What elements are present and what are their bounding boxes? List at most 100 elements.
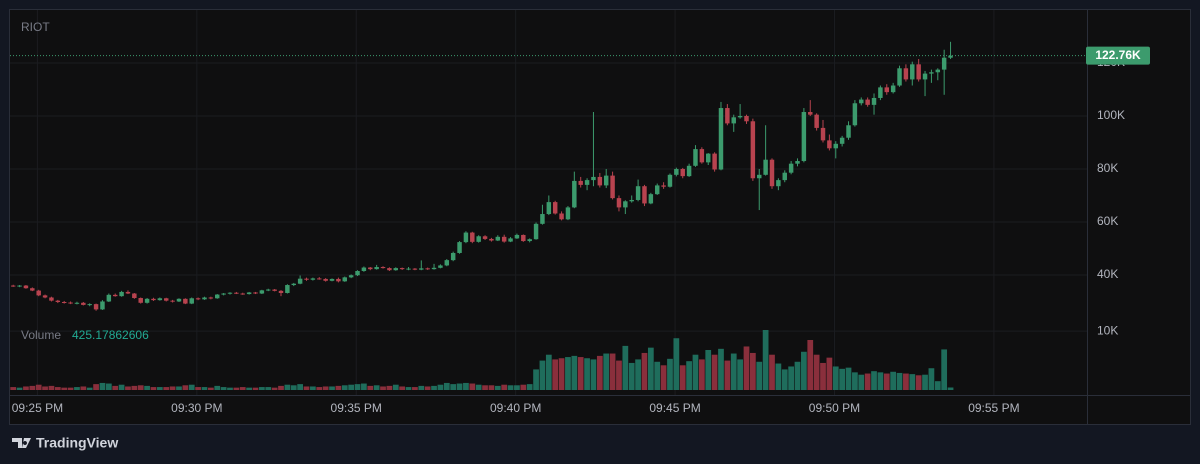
volume-bar [182,385,189,390]
candle-body [412,268,418,270]
x-tick-label: 09:45 PM [649,401,700,415]
volume-bar [42,386,48,390]
candle-body [112,294,118,297]
volume-bar [801,351,807,390]
volume-bar [673,338,680,390]
candle-body [30,288,35,291]
candle-body [578,180,583,185]
volume-bar [660,365,667,390]
volume-bar [252,387,259,390]
candle-body [629,199,634,202]
x-tick-label: 09:30 PM [171,401,222,415]
volume-bar [373,385,380,390]
candle-body [712,153,717,170]
candle-body [240,293,245,295]
volume-bar [169,386,176,390]
candle-body [839,137,845,144]
candle-body [922,73,928,80]
volume-bar [756,361,763,390]
candle-body [795,161,800,164]
candle-body [221,293,226,295]
candle-body [380,267,386,269]
volume-bar [118,384,125,390]
volume-bar [603,353,610,390]
volume-bar [718,348,724,390]
candle-body [253,292,258,294]
volume-bar [348,384,355,390]
candle-body [329,278,335,281]
candle-body [74,302,80,304]
volume-bar [322,386,329,390]
candle-body [731,117,736,124]
candle-body [718,108,724,170]
candle-body [680,168,685,177]
plot [10,41,1087,390]
candle-body [176,298,182,302]
volume-bar [813,354,820,390]
volume-bar [820,362,826,390]
volume-bar [431,385,437,390]
candle-body [501,236,507,242]
volume-bar [329,386,335,390]
candle-body [355,270,360,276]
candle-body [910,64,915,80]
volume-bar [35,384,42,390]
volume-bar [303,386,310,390]
volume-bar [788,366,794,390]
candle-body [744,115,749,122]
volume-bar [290,385,297,390]
candle-body [10,285,16,287]
x-tick-label: 09:25 PM [12,401,63,415]
candle-body [368,267,373,270]
logo-mark [12,438,31,448]
candle-body [208,297,214,299]
volume-bar [239,387,246,390]
volume-bar [163,387,170,390]
last-price-box [1086,46,1150,65]
candle-body [393,268,399,271]
candle-body [559,213,564,220]
candle-body [476,236,481,242]
candle-body [61,301,67,303]
candle-body [737,115,743,118]
volume-bar [125,386,131,390]
candle-body [514,234,520,239]
volume-bar [74,387,80,390]
volume-bar [686,361,692,390]
volume-bar [80,386,87,390]
volume-bar [890,371,897,390]
volume-bar [635,359,641,390]
volume-bar [647,347,654,390]
candle-body [17,285,22,287]
y-tick-label: 40K [1097,267,1118,281]
volume-bar [341,385,348,390]
candle-body [661,185,666,187]
candle-body [565,207,571,220]
volume-bar [883,373,890,390]
candle-body [87,304,92,306]
volume-bar [93,384,99,390]
volume-bar [424,386,431,390]
candle-body [68,302,73,304]
volume-bar [794,361,801,390]
volume-bar [450,384,457,390]
volume-bar [188,384,195,390]
volume-bar [641,352,648,390]
volume-bar [54,387,61,390]
volume-bar [762,330,769,390]
candle-body [788,163,794,173]
candle-body [234,292,239,294]
candle-body [852,103,858,126]
candle-body [406,268,411,270]
volume-bar [628,362,635,390]
candle-body [246,292,252,295]
candle-body [591,176,596,181]
volume-bar [335,385,342,390]
volume-bar [201,387,208,390]
volume-bar [259,387,265,390]
volume-bar [463,382,469,390]
candle-body [470,232,475,242]
volume-bar [711,354,718,390]
candle-body [552,202,558,214]
